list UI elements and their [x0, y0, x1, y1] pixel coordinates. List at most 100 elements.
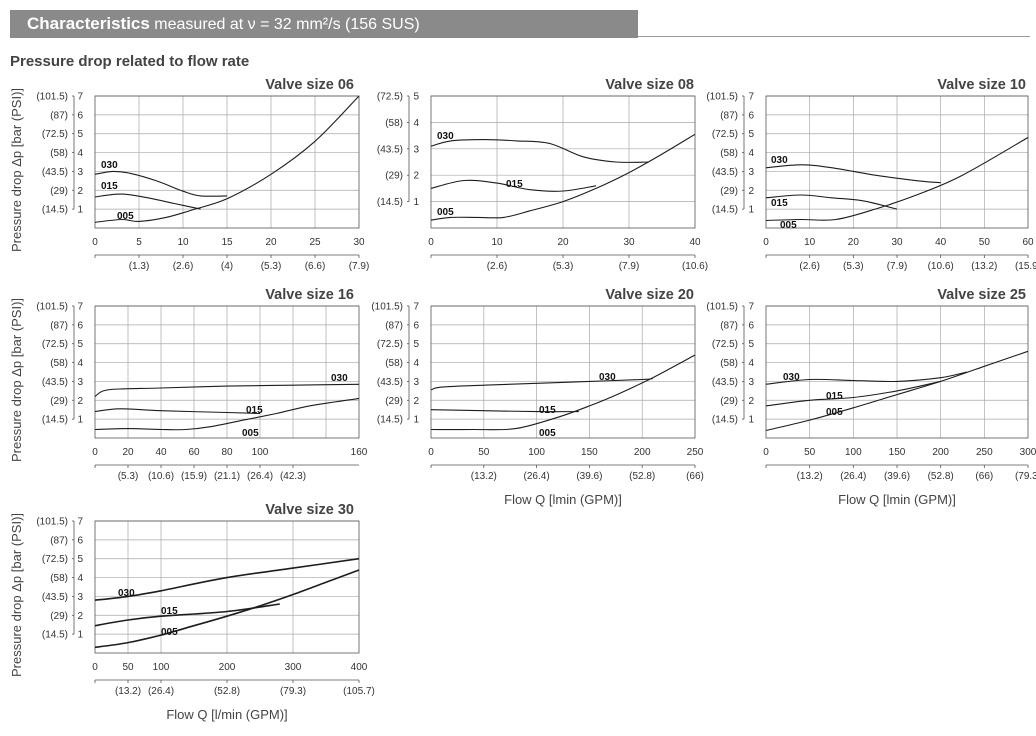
y-tick-label: 7: [413, 302, 419, 313]
series-label-005: 005: [437, 207, 454, 218]
y-tick-psi-label: (29): [385, 396, 403, 407]
y-tick-psi-label: (14.5): [377, 415, 403, 426]
x-gpm-label: (1.3): [129, 261, 150, 272]
y-tick-psi-label: (87): [385, 320, 403, 331]
chart-7: Valve size 30 1 (14.5) 2 (29) 3 (43.5) 4 (58) 5 (7…: [9, 502, 375, 722]
series-label-030: 030: [771, 155, 788, 166]
y-tick-label: 5: [77, 554, 83, 565]
y-tick-label: 6: [77, 110, 83, 121]
x-tick-label: 30: [891, 237, 903, 248]
y-tick-psi-label: (58): [50, 573, 68, 584]
y-tick-psi-label: (29): [50, 611, 68, 622]
y-tick-label: 4: [77, 573, 83, 584]
x-gpm-label: (66): [975, 471, 993, 482]
x-gpm-label: (7.9): [887, 261, 908, 272]
y-tick-label: 7: [77, 92, 83, 103]
series-label-015: 015: [539, 405, 556, 416]
plot-frame: [94, 520, 360, 654]
x-tick-label: 150: [889, 447, 906, 458]
y-tick-label: 5: [748, 339, 754, 350]
x-tick-label: 25: [309, 237, 321, 248]
y-tick-psi-label: (72.5): [712, 339, 738, 350]
series-curve-015: [94, 193, 201, 210]
y-tick-label: 4: [77, 358, 83, 369]
y-tick-psi-label: (29): [385, 171, 403, 182]
y-tick-label: 6: [77, 535, 83, 546]
y-tick-label: 3: [77, 377, 83, 388]
x-tick-label: 0: [92, 237, 98, 248]
y-tick-label: 7: [748, 302, 754, 313]
x-tick-label: 40: [155, 447, 167, 458]
chart-title: Valve size 20: [605, 287, 694, 303]
series-curve-030: [765, 371, 968, 385]
y-tick-psi-label: (101.5): [706, 302, 738, 313]
x-gpm-label: (2.6): [799, 261, 820, 272]
y-tick-psi-label: (72.5): [377, 339, 403, 350]
y-tick-label: 1: [77, 205, 83, 216]
x-tick-label: 60: [188, 447, 200, 458]
y-tick-label: 5: [413, 339, 419, 350]
y-tick-label: 6: [748, 110, 754, 121]
series-curve-005: [94, 569, 360, 649]
y-tick-label: 5: [413, 92, 419, 103]
y-tick-label: 7: [77, 517, 83, 528]
series-curve-030: [430, 139, 649, 163]
x-gpm-label: (10.6): [682, 261, 708, 272]
chart-title: Valve size 25: [937, 287, 1026, 303]
series-curve-005: [765, 137, 1029, 222]
y-tick-psi-label: (14.5): [712, 205, 738, 216]
series-label-015: 015: [771, 198, 788, 209]
y-tick-psi-label: (101.5): [36, 302, 68, 313]
y-tick-label: 3: [77, 592, 83, 603]
y-tick-label: 2: [748, 186, 754, 197]
x-tick-label: 200: [219, 662, 236, 673]
y-tick-psi-label: (43.5): [42, 592, 68, 603]
y-tick-psi-label: (72.5): [42, 129, 68, 140]
x-gpm-label: (5.3): [553, 261, 574, 272]
x-tick-label: 200: [634, 447, 651, 458]
series-curve-030: [94, 383, 360, 397]
x-gpm-label: (5.3): [118, 471, 139, 482]
x-gpm-label: (15.9): [181, 471, 207, 482]
x-gpm-label: (2.6): [487, 261, 508, 272]
y-tick-label: 2: [413, 396, 419, 407]
x-gpm-label: (66): [686, 471, 704, 482]
x-tick-label: 0: [92, 447, 98, 458]
x-gpm-label: (105.7): [343, 686, 375, 697]
y-axis-label: Pressure drop Δp [bar (PSI)]: [9, 88, 24, 252]
y-tick-psi-label: (43.5): [42, 167, 68, 178]
series-curve-005: [94, 95, 360, 223]
x-tick-label: 0: [92, 662, 98, 673]
y-tick-label: 2: [748, 396, 754, 407]
y-tick-label: 5: [77, 339, 83, 350]
series-label-030: 030: [599, 372, 616, 383]
series-label-015: 015: [101, 181, 118, 192]
x-gpm-label: (52.8): [629, 471, 655, 482]
header-bar: [10, 10, 638, 38]
x-tick-label: 100: [845, 447, 862, 458]
x-gpm-label: (21.1): [214, 471, 240, 482]
y-tick-label: 1: [413, 197, 419, 208]
x-tick-label: 60: [1022, 237, 1034, 248]
x-gpm-label: (7.9): [619, 261, 640, 272]
x-gpm-label: (13.2): [471, 471, 497, 482]
y-tick-label: 1: [77, 415, 83, 426]
x-gpm-label: (39.6): [884, 471, 910, 482]
x-gpm-label: (52.8): [928, 471, 954, 482]
chart-4: Valve size 16 1 (14.5) 2 (29) 3 (43.5) 4 (58) 5 (7…: [9, 287, 368, 482]
section-title: Pressure drop related to flow rate: [10, 53, 250, 70]
y-tick-label: 7: [77, 302, 83, 313]
x-tick-label: 20: [265, 237, 277, 248]
x-tick-label: 50: [122, 662, 134, 673]
y-tick-psi-label: (58): [720, 358, 738, 369]
y-tick-label: 1: [748, 415, 754, 426]
x-tick-label: 300: [1020, 447, 1036, 458]
x-tick-label: 40: [935, 237, 947, 248]
y-tick-label: 2: [77, 186, 83, 197]
x-gpm-label: (10.6): [148, 471, 174, 482]
y-tick-label: 3: [413, 144, 419, 155]
x-tick-label: 5: [136, 237, 142, 248]
series-label-015: 015: [826, 391, 843, 402]
y-tick-psi-label: (58): [385, 358, 403, 369]
y-tick-psi-label: (101.5): [36, 517, 68, 528]
